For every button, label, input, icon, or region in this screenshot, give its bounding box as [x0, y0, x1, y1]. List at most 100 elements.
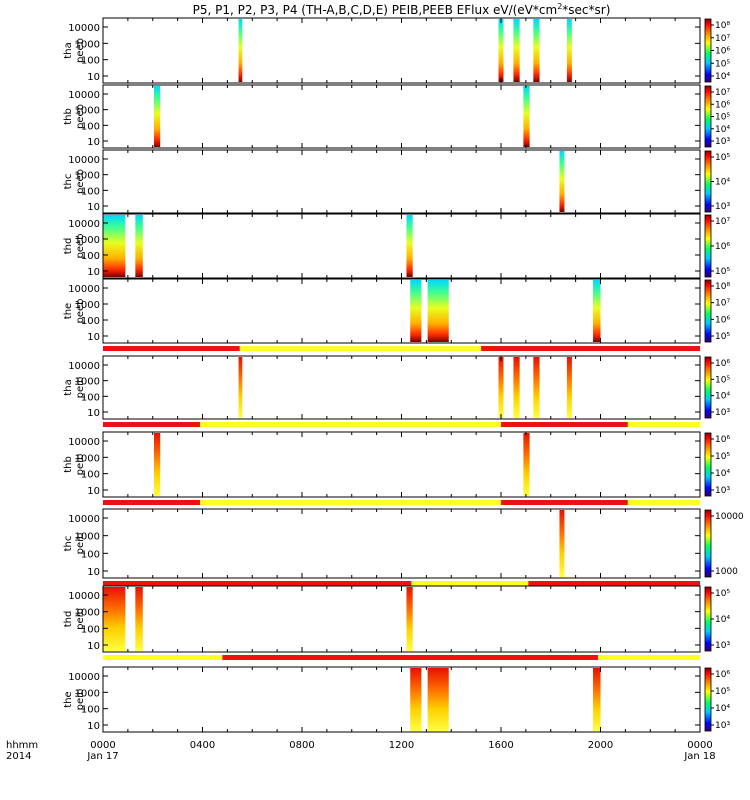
data-burst	[498, 357, 504, 418]
panel-the-peib: 10000 1000 100 10 the peib 10⁶ 10⁵ 10⁴ 10³	[63, 666, 730, 733]
y-tick-label: 10	[87, 721, 100, 732]
panel-frame	[102, 666, 701, 733]
y-tick-label: 100	[81, 470, 100, 481]
y-tick-label: 10	[87, 202, 100, 213]
data-burst	[593, 668, 601, 731]
panel-frame	[102, 17, 701, 84]
data-burst	[406, 587, 413, 651]
colorbar	[704, 150, 712, 213]
y-tick-label: 10000	[68, 284, 100, 295]
y-tick-label: 10000	[68, 437, 100, 448]
y-tick-label: 1000	[75, 300, 100, 311]
product-label: peeb	[75, 234, 86, 259]
flag-segment	[103, 655, 223, 660]
y-tick-label: 10	[87, 641, 100, 652]
y-tick-label: 10000	[68, 23, 100, 34]
probe-label: thb	[63, 456, 74, 473]
y-tick-label: 100	[81, 56, 100, 67]
colorbar	[704, 85, 712, 148]
y-tick-label: 100	[81, 392, 100, 403]
y-tick-label: 1000	[75, 171, 100, 182]
colorbar-tick-label: 10⁴	[715, 392, 730, 402]
data-burst	[513, 357, 520, 418]
data-burst	[523, 433, 530, 496]
colorbar-tick-label: 10⁷	[715, 34, 730, 44]
data-burst	[523, 86, 530, 147]
panel-thc-peeb: 10000 1000 100 10 thc peeb 10⁵ 10⁴ 10³	[63, 149, 730, 214]
data-burst	[533, 19, 540, 82]
probe-label: thb	[63, 108, 74, 125]
colorbar-tick-label: 10⁴	[715, 469, 730, 479]
panel-frame	[102, 84, 701, 149]
flag-segment	[200, 500, 501, 505]
flag-segment	[200, 422, 501, 427]
data-burst	[153, 433, 161, 496]
y-tick-label: 10	[87, 408, 100, 419]
colorbar-tick-label: 10⁵	[715, 113, 730, 123]
flag-segment	[103, 500, 201, 505]
y-tick-label: 1000	[75, 453, 100, 464]
product-label: peib	[75, 377, 86, 399]
product-label: peib	[75, 533, 86, 555]
colorbar-tick-label: 10⁵	[715, 267, 730, 277]
flag-segment	[103, 581, 412, 586]
y-tick-label: 1000	[75, 39, 100, 50]
product-label: peeb	[75, 299, 86, 324]
probe-label: the	[63, 303, 74, 319]
colorbar-tick-label: 10⁶	[715, 670, 730, 680]
colorbar-tick-label: 10⁷	[715, 217, 730, 227]
colorbar	[704, 432, 712, 497]
probe-label: thd	[63, 611, 74, 628]
flag-segment	[627, 422, 700, 427]
colorbar-tick-label: 10⁶	[715, 47, 730, 57]
data-burst	[427, 280, 449, 342]
colorbar-tick-label: 10⁸	[715, 21, 730, 31]
colorbar-tick-label: 10⁸	[715, 282, 730, 292]
colorbar	[704, 586, 712, 652]
y-tick-label: 10	[87, 332, 100, 343]
flag-segment	[501, 422, 628, 427]
colorbar-tick-label: 10⁴	[715, 125, 730, 135]
colorbar-tick-label: 10⁵	[715, 375, 730, 385]
panel-frame	[102, 278, 701, 344]
colorbar-tick-label: 10³	[715, 721, 730, 731]
product-label: peib	[75, 608, 86, 630]
colorbar	[704, 509, 712, 578]
probe-label: the	[63, 691, 74, 707]
y-tick-label: 10	[87, 486, 100, 497]
flag-segment	[481, 346, 700, 351]
colorbar-tick-label: 10⁷	[715, 299, 730, 309]
colorbar-tick-label: 10⁶	[715, 242, 730, 252]
y-tick-label: 100	[81, 705, 100, 716]
colorbar-tick-label: 10⁷	[715, 88, 730, 98]
colorbar-tick-label: 10³	[715, 408, 730, 418]
x-tick-label: 0400	[190, 740, 215, 751]
data-burst	[406, 215, 413, 277]
panel-thc-peib: 10000 1000 100 10 thc peib 10000 1000	[63, 508, 744, 586]
flag-segment	[528, 581, 700, 586]
data-burst	[566, 19, 572, 82]
flag-segment	[103, 346, 240, 351]
colorbar-tick-label: 10³	[715, 486, 730, 496]
panel-frame	[102, 213, 701, 279]
flag-segment	[103, 422, 201, 427]
panel-frame	[102, 508, 701, 579]
panel-the-peeb: 10000 1000 100 10 the peeb 10⁸ 10⁷ 10⁶ 10⁵	[63, 278, 730, 351]
x-tick-label: 0800	[289, 740, 314, 751]
x-tick-label: 2000	[588, 740, 613, 751]
product-label: peib	[75, 689, 86, 711]
y-tick-label: 1000	[75, 377, 100, 388]
y-tick-label: 10000	[68, 591, 100, 602]
x-tick-date: Jan 18	[683, 751, 715, 762]
colorbar-tick-label: 10⁵	[715, 59, 730, 69]
colorbar-tick-label: 10⁵	[715, 452, 730, 462]
chart-title: P5, P1, P2, P3, P4 (TH-A,B,C,D,E) PEIB,P…	[192, 2, 611, 17]
x-axis-label: hhmm	[6, 740, 38, 751]
y-tick-label: 100	[81, 549, 100, 560]
y-tick-label: 1000	[75, 106, 100, 117]
panel-thd-peeb: 10000 1000 100 10 thd peeb 10⁷ 10⁶ 10⁵	[63, 213, 730, 279]
data-burst	[103, 587, 126, 651]
y-tick-label: 100	[81, 121, 100, 132]
